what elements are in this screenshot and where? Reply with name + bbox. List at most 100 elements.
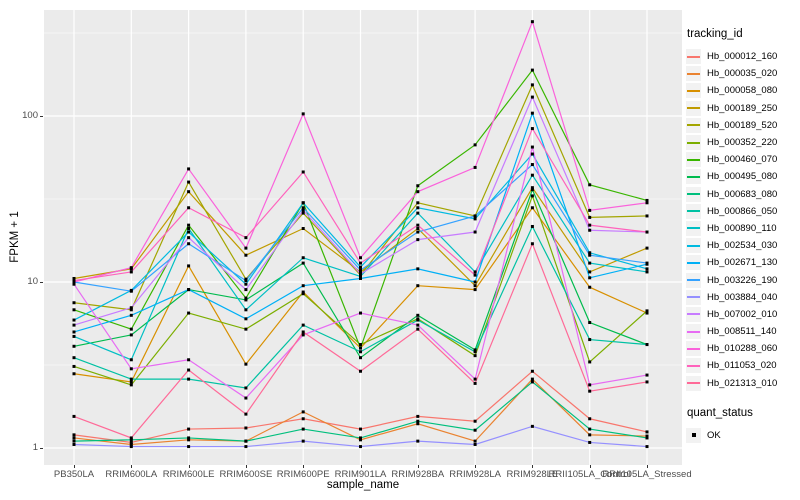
- data-point-marker: [72, 372, 76, 376]
- data-point-marker: [187, 264, 191, 268]
- legend-key: [686, 135, 701, 151]
- y-tick-mark: [40, 282, 43, 283]
- legend-title-quant-status: quant_status: [687, 406, 753, 419]
- legend-key: [686, 306, 701, 322]
- data-point-marker: [530, 20, 534, 24]
- legend-label: Hb_000460_070: [707, 154, 778, 166]
- data-point-marker: [72, 334, 76, 338]
- data-point-marker: [301, 333, 305, 337]
- data-point-marker: [588, 261, 592, 265]
- legend-entry-Hb_010288_060: Hb_010288_060: [686, 340, 799, 357]
- data-point-marker: [416, 313, 420, 317]
- legend-entry-Hb_003884_040: Hb_003884_040: [686, 289, 799, 306]
- legend-key: [686, 375, 701, 391]
- data-point-marker: [129, 367, 133, 371]
- data-point-marker: [416, 327, 420, 331]
- data-point-marker: [530, 424, 534, 428]
- data-point-marker: [187, 206, 191, 210]
- legend-key-line-icon: [687, 313, 700, 316]
- data-point-marker: [416, 419, 420, 423]
- data-point-marker: [244, 362, 248, 366]
- x-tick-mark: [475, 465, 477, 468]
- data-point-marker: [187, 377, 191, 381]
- legend-key-line-icon: [687, 193, 700, 196]
- data-point-marker: [530, 380, 534, 384]
- legend-key: [686, 203, 701, 219]
- data-point-marker: [588, 270, 592, 274]
- data-point-marker: [301, 410, 305, 414]
- data-point-marker: [359, 272, 362, 276]
- data-point-marker: [588, 276, 592, 280]
- data-point-marker: [244, 298, 248, 302]
- legend-key: [686, 117, 701, 133]
- legend-label: Hb_010288_060: [707, 343, 778, 355]
- data-point-marker: [301, 330, 305, 334]
- data-point-marker: [187, 230, 191, 234]
- data-point-marker: [359, 445, 362, 449]
- y-axis-title: FPKM + 1: [9, 211, 21, 263]
- data-point-marker: [416, 284, 420, 288]
- data-point-marker: [588, 208, 592, 212]
- data-point-marker: [129, 358, 133, 362]
- legend-label: Hb_000352_220: [707, 137, 778, 149]
- data-point-marker: [530, 206, 534, 210]
- data-point-marker: [129, 445, 133, 449]
- data-point-marker: [301, 112, 305, 116]
- data-point-marker: [473, 284, 477, 288]
- data-point-marker: [473, 280, 477, 284]
- data-point-marker: [244, 236, 248, 240]
- x-tick-mark: [131, 465, 133, 468]
- data-point-marker: [72, 439, 76, 443]
- data-point-marker: [129, 380, 133, 384]
- data-point-marker: [129, 306, 133, 310]
- legend-key: [686, 49, 701, 65]
- data-point-marker: [72, 276, 76, 280]
- x-tick-label-RRIM928LA: RRIM928LA: [449, 469, 501, 480]
- legend-label: Hb_003226_190: [707, 274, 778, 286]
- data-point-marker: [645, 373, 649, 377]
- legend-key: [686, 83, 701, 99]
- legend-key-line-icon: [687, 347, 700, 350]
- x-tick-label-RRIM600PE: RRIM600PE: [276, 469, 330, 480]
- data-point-marker: [359, 276, 362, 280]
- legend-entry-Hb_007002_010: Hb_007002_010: [686, 306, 799, 323]
- data-point-marker: [588, 360, 592, 364]
- data-point-marker: [187, 227, 191, 231]
- legend-key: [686, 238, 701, 254]
- data-point-marker: [530, 145, 534, 149]
- data-point-marker: [645, 309, 649, 313]
- data-point-marker: [530, 95, 534, 99]
- x-axis-title: sample_name: [326, 479, 400, 491]
- legend-key-line-icon: [687, 89, 700, 92]
- data-point-marker: [187, 427, 191, 431]
- data-point-marker: [645, 434, 649, 438]
- legend-entry-Hb_000189_520: Hb_000189_520: [686, 117, 799, 134]
- legend-key: [686, 341, 701, 357]
- x-tick-label-RRIM600SE: RRIM600SE: [219, 469, 273, 480]
- data-point-marker: [588, 433, 592, 437]
- data-point-marker: [244, 308, 248, 312]
- data-point-marker: [187, 368, 191, 372]
- plot-area-svg: [44, 10, 682, 465]
- data-point-marker: [588, 253, 592, 257]
- x-tick-mark: [589, 465, 591, 468]
- data-point-marker: [187, 438, 191, 442]
- legend-entry-Hb_008511_140: Hb_008511_140: [686, 323, 799, 340]
- legend: tracking_id Hb_000012_160 Hb_000035_020 Hb…: [686, 28, 799, 444]
- legend-entry-Hb_002671_130: Hb_002671_130: [686, 254, 799, 271]
- legend-key: [686, 220, 701, 236]
- legend-label: Hb_002671_130: [707, 257, 778, 269]
- data-point-marker: [244, 426, 248, 430]
- data-point-marker: [129, 327, 133, 331]
- data-point-marker: [645, 311, 649, 315]
- data-point-marker: [187, 180, 191, 184]
- data-point-marker: [301, 170, 305, 174]
- legend-entry-Hb_002534_030: Hb_002534_030: [686, 237, 799, 254]
- data-point-marker: [473, 288, 477, 292]
- legend-key-line-icon: [687, 107, 700, 110]
- data-point-marker: [530, 188, 534, 192]
- data-point-marker: [301, 292, 305, 296]
- data-point-marker: [72, 442, 76, 446]
- data-point-marker: [129, 313, 133, 317]
- legend-label: Hb_000866_050: [707, 205, 778, 217]
